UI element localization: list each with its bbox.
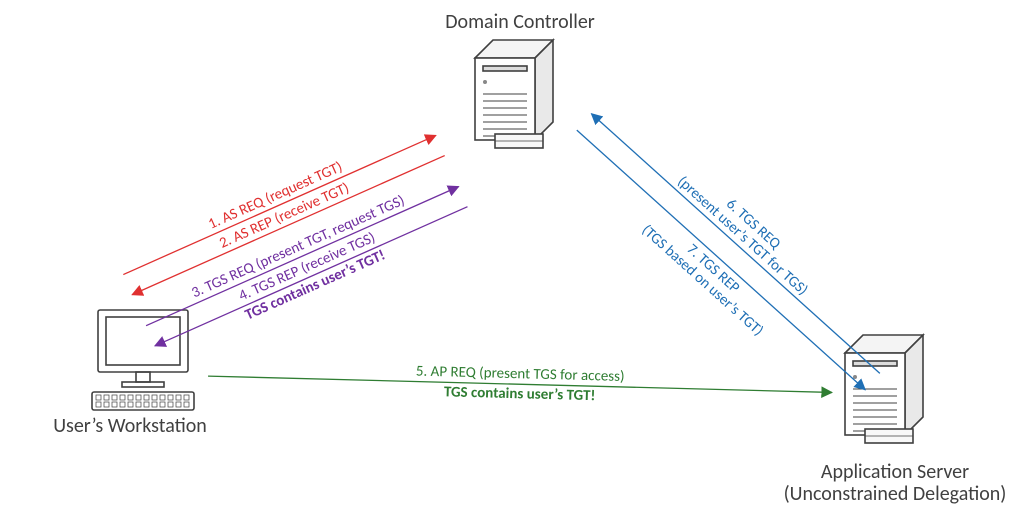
application-server-label: Application Server(Unconstrained Delegat…	[784, 460, 1007, 506]
edge-group-ws_app: 5. AP REQ (present TGS for access)TGS co…	[208, 357, 833, 411]
workstation-icon	[92, 310, 194, 410]
arrow-dc_app-0	[592, 114, 880, 374]
domain-controller-label: Domain Controller	[445, 10, 595, 34]
edge-group-ws_dc: 1. AS REQ (request TGT)2. AS REP (receiv…	[116, 118, 476, 363]
arrow-ws_dc-3	[155, 207, 467, 346]
application-server-icon	[845, 335, 923, 443]
domain-controller-icon	[475, 40, 553, 148]
arrow-dc_app-2	[577, 130, 865, 390]
edge-label-ws_app-1: TGS contains user’s TGT!	[444, 383, 596, 405]
workstation-label: User’s Workstation	[53, 414, 207, 438]
